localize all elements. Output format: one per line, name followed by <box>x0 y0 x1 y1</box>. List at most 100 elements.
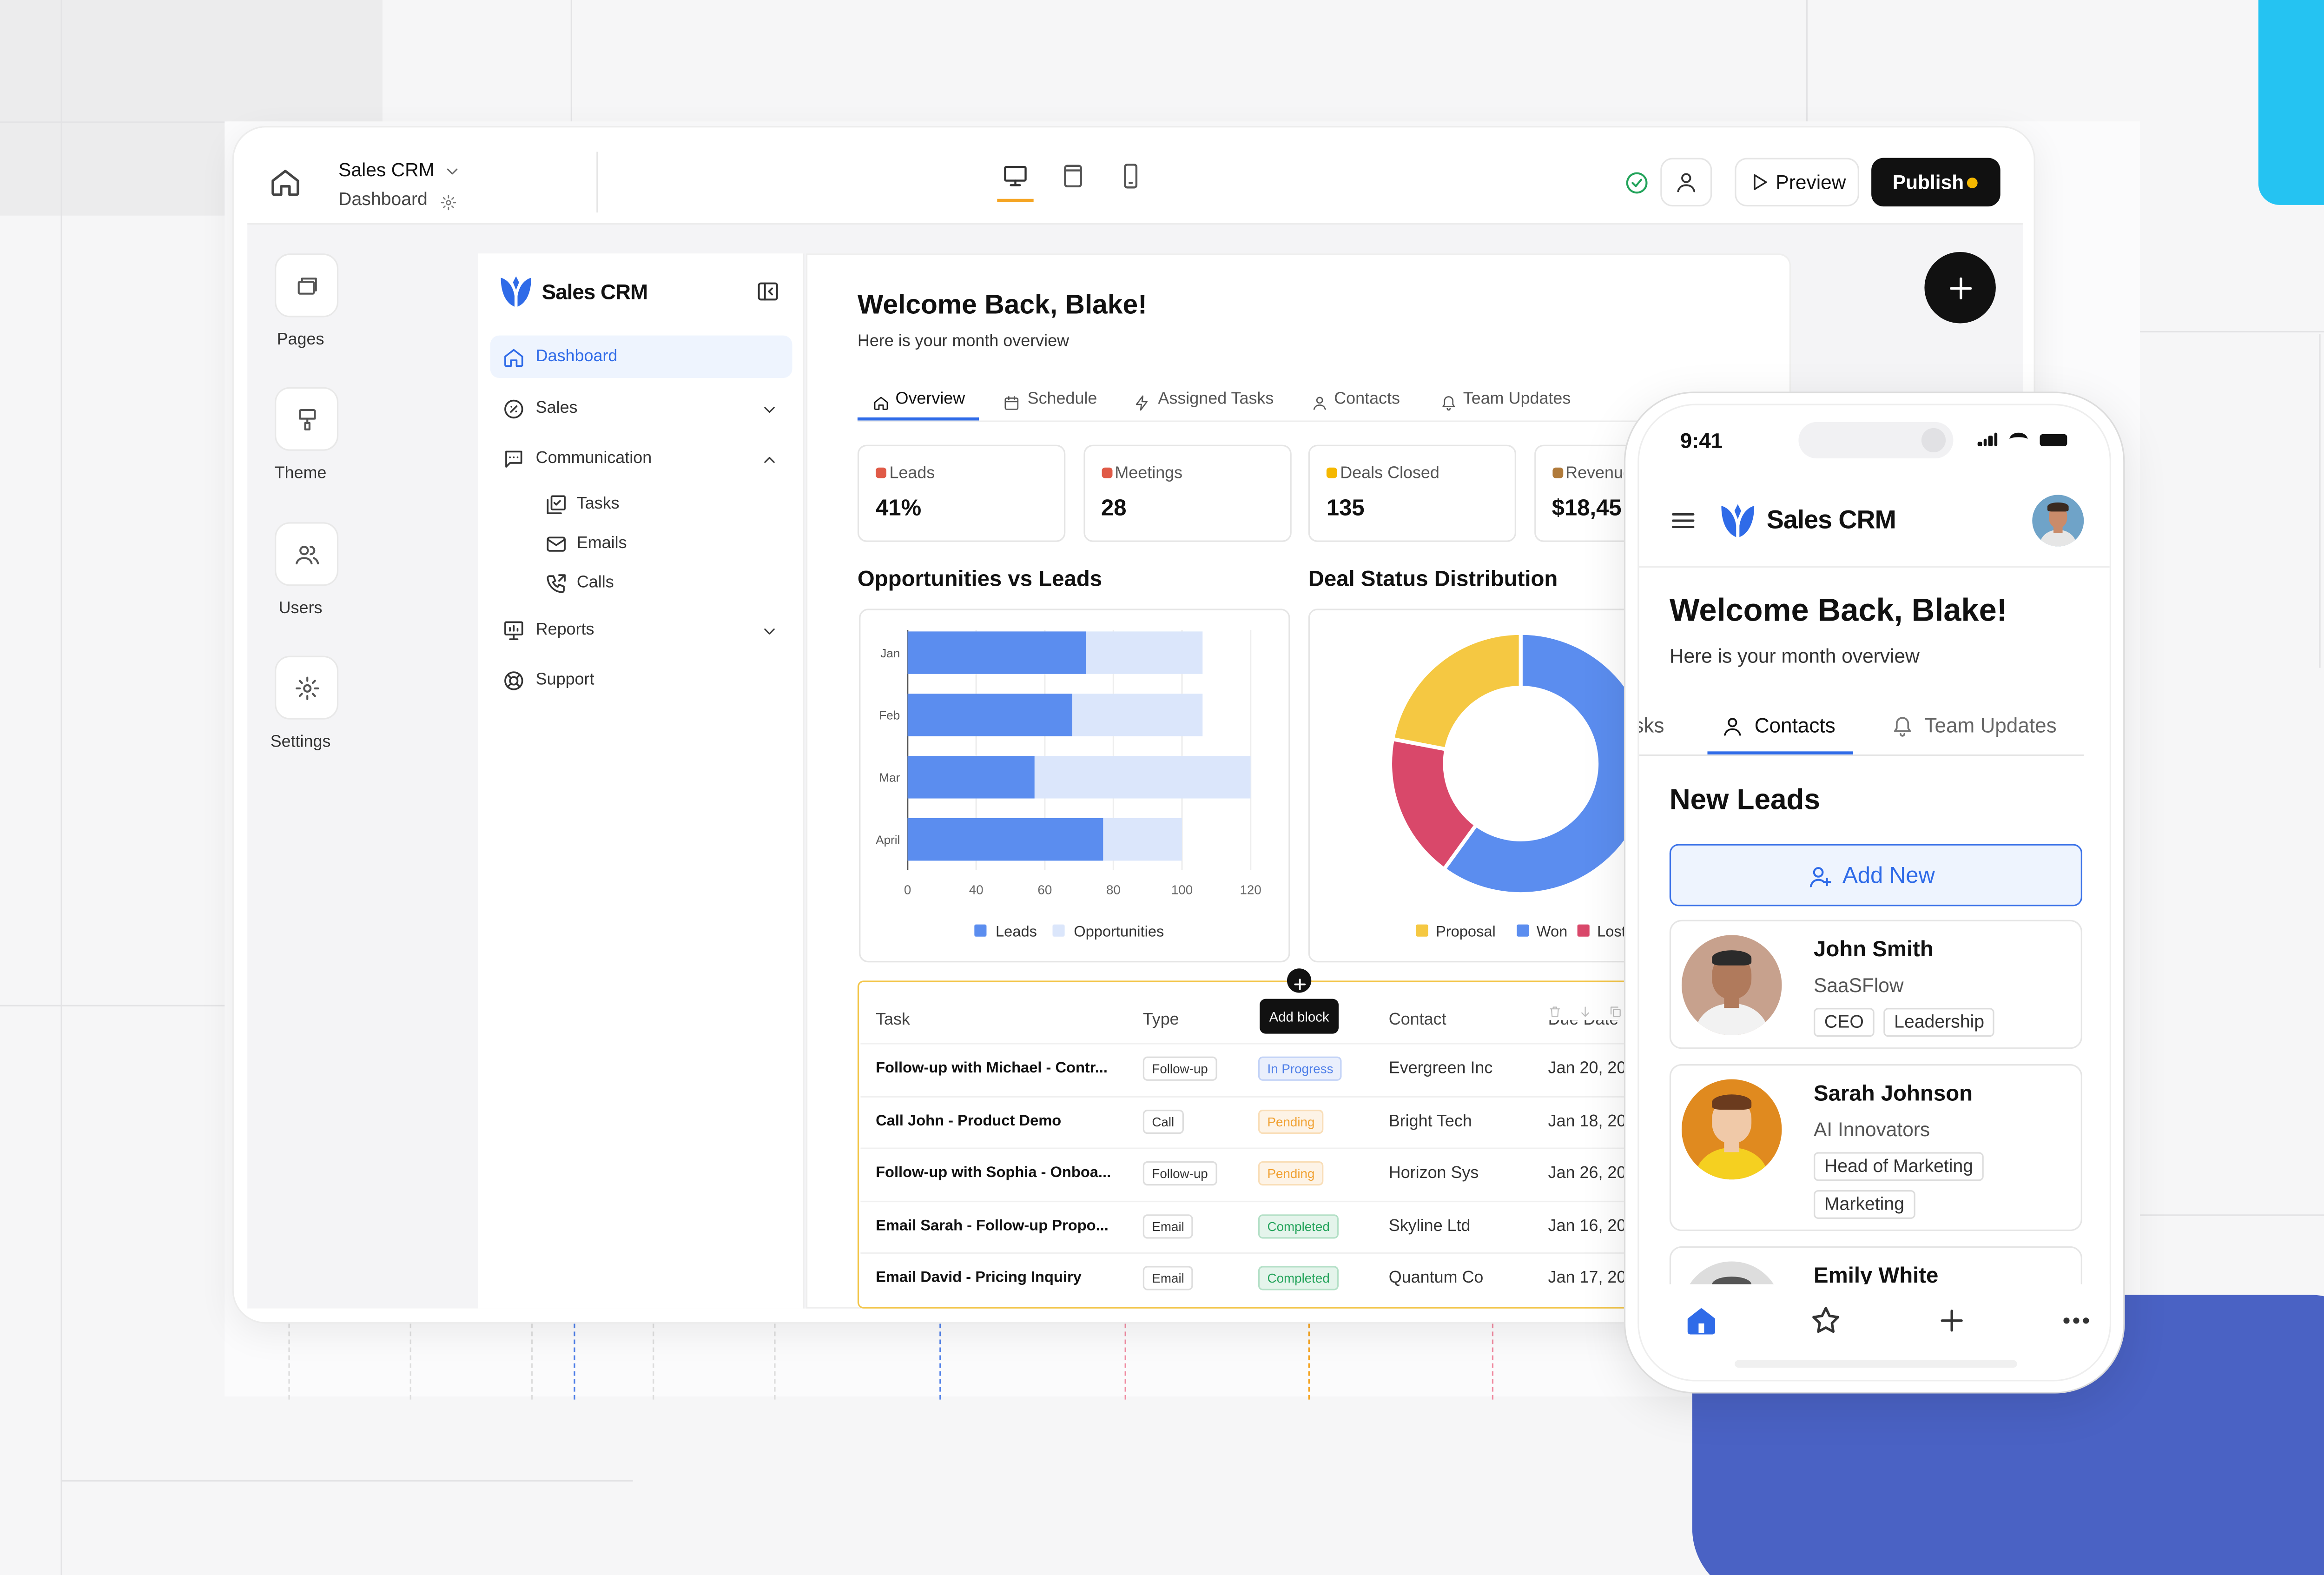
task-cell: Email David - Pricing Inquiry <box>876 1270 1082 1287</box>
page-subtitle: Here is your month overview <box>1669 644 1920 668</box>
tool-label[interactable]: Settings <box>270 733 331 752</box>
page-name[interactable]: Dashboard <box>338 188 428 210</box>
tool-button[interactable] <box>275 253 339 318</box>
icon-part <box>1698 1323 1704 1333</box>
tool-label[interactable]: Users <box>278 599 323 618</box>
icon-part <box>2083 1317 2089 1324</box>
nav-add[interactable] <box>1935 1304 1968 1337</box>
tab-icon <box>1133 391 1150 410</box>
avatar-hair <box>1711 950 1752 966</box>
tab-icon <box>1311 391 1327 410</box>
icon-part <box>1727 717 1736 727</box>
tab[interactable]: Tasks <box>1639 714 1664 737</box>
icon-part <box>271 170 299 196</box>
menu-button[interactable] <box>1668 505 1698 536</box>
tool-label[interactable]: Theme <box>274 464 327 483</box>
icon-part <box>503 399 522 418</box>
icon-part <box>1677 184 1696 192</box>
divider <box>596 152 598 213</box>
block-action[interactable] <box>1608 998 1622 1016</box>
icon-part <box>503 620 522 640</box>
tab[interactable]: Contacts <box>1334 390 1400 409</box>
contact-cell: Bright Tech <box>1388 1112 1472 1131</box>
nav-item[interactable]: Support <box>535 671 594 689</box>
preview-button[interactable] <box>1735 158 1860 207</box>
tab[interactable]: Overview <box>895 390 965 409</box>
icon-part <box>271 170 299 196</box>
contact-cell: Evergreen Inc <box>1388 1059 1493 1078</box>
logo <box>498 273 534 310</box>
desktop-view[interactable] <box>1002 162 1029 190</box>
icon-part <box>2063 1317 2089 1324</box>
app-name[interactable]: Sales CRM <box>338 159 435 181</box>
icon-part <box>445 199 451 205</box>
icon-part <box>298 417 315 430</box>
stat-card <box>857 444 1066 542</box>
signal-bar <box>1988 436 1992 447</box>
tool-label[interactable]: Pages <box>277 331 324 350</box>
icon-part <box>1893 716 1910 736</box>
collab-icon <box>1674 170 1698 194</box>
icon-part <box>1899 732 1905 736</box>
nav-item[interactable]: Communication <box>535 449 652 468</box>
icon-part <box>546 494 565 514</box>
tab[interactable]: Team Updates <box>1463 390 1571 409</box>
guide-dash <box>1492 1324 1494 1400</box>
task-cell: Call John - Product Demo <box>876 1112 1062 1130</box>
nav-item[interactable]: Emails <box>576 534 627 553</box>
tool-button[interactable] <box>275 655 339 720</box>
mobile-view[interactable] <box>1117 162 1144 190</box>
icon-part <box>447 168 458 175</box>
collapse-sidebar[interactable] <box>756 279 780 304</box>
tool-icon <box>294 272 320 298</box>
nav-item[interactable]: Dashboard <box>535 347 618 366</box>
tag: Leadership <box>1883 1008 1995 1037</box>
status-badge: Pending <box>1258 1109 1324 1133</box>
icon-part <box>758 282 778 301</box>
nav-item[interactable]: Tasks <box>576 495 620 513</box>
home-button[interactable] <box>269 165 302 199</box>
icon-part <box>1610 1006 1620 1016</box>
logo <box>1718 501 1757 541</box>
stat-icon <box>876 467 886 478</box>
icon-part <box>1734 504 1741 519</box>
icon-part <box>1721 506 1736 537</box>
add-new-button[interactable] <box>1669 844 2083 907</box>
icon-part <box>298 545 308 555</box>
nav-toggle[interactable] <box>760 621 779 639</box>
block-action[interactable] <box>1578 998 1591 1016</box>
tab[interactable]: Team Updates <box>1924 714 2057 737</box>
icon-part <box>302 683 311 692</box>
guide-line <box>570 0 573 122</box>
nav-more[interactable] <box>2060 1304 2093 1337</box>
add-new-label[interactable]: Add New <box>1842 863 1935 889</box>
nav-toggle[interactable] <box>760 399 779 417</box>
stat-card <box>1083 444 1291 542</box>
nav-home[interactable] <box>1684 1304 1718 1337</box>
icon-part <box>295 675 318 700</box>
block-action[interactable] <box>1547 998 1561 1016</box>
tag: Head of Marketing <box>1814 1152 1984 1181</box>
app-dropdown[interactable] <box>443 161 461 179</box>
collab-button[interactable] <box>1660 158 1712 207</box>
tablet-view[interactable] <box>1059 162 1087 190</box>
publish-button[interactable] <box>1871 158 2000 207</box>
tab[interactable]: Contacts <box>1754 714 1835 737</box>
nav-item[interactable]: Calls <box>576 574 614 592</box>
nav-favorites[interactable] <box>1809 1304 1842 1337</box>
page-settings[interactable] <box>439 191 456 210</box>
row-divider <box>860 1253 1788 1255</box>
nav-toggle[interactable] <box>760 450 779 468</box>
icon-part <box>503 348 522 366</box>
publish-label[interactable]: Publish <box>1892 171 1964 194</box>
tool-button[interactable] <box>275 522 339 586</box>
preview-label[interactable]: Preview <box>1776 171 1846 194</box>
tab[interactable]: Assigned Tasks <box>1158 390 1274 409</box>
icon-part <box>758 282 778 301</box>
sidebar <box>478 253 805 1309</box>
tab[interactable]: Schedule <box>1027 390 1097 409</box>
tooltip <box>1260 999 1339 1034</box>
nav-item[interactable]: Reports <box>535 621 594 639</box>
nav-item[interactable]: Sales <box>535 399 578 417</box>
icon-part <box>447 168 458 175</box>
